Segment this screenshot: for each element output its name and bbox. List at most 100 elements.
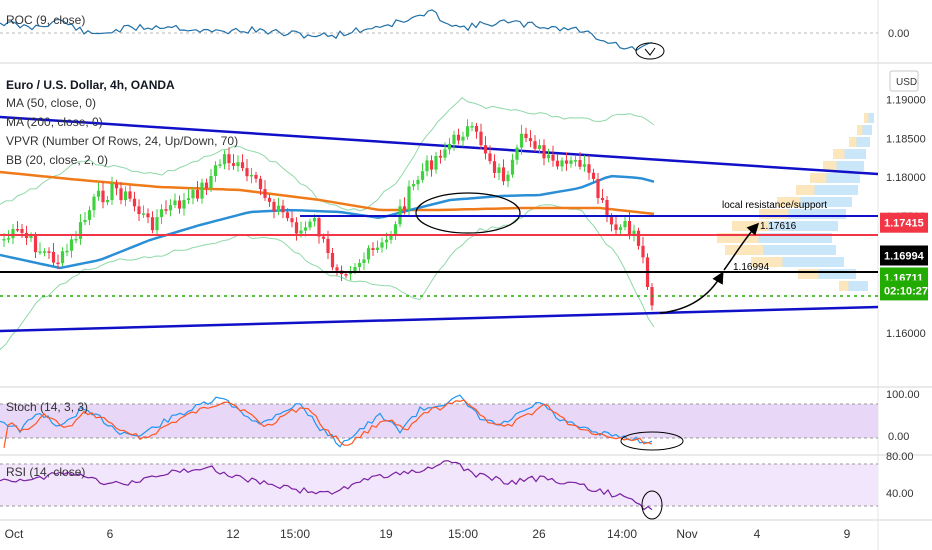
candle-body-99 [447,143,452,150]
x-tick-5: 15:00 [448,527,478,541]
black-level-badge-text: 1.16994 [884,251,925,263]
candle-body-95 [429,160,434,170]
candle-body-1 [6,238,11,240]
indicator-label-0: MA (50, close, 0) [6,96,96,110]
vpvr-bar-down-6 [796,185,815,195]
candle-body-57 [258,178,263,190]
candle-body-36 [164,209,168,211]
candle-body-134 [605,200,609,218]
price-tick-6: 1.16000 [886,328,926,340]
candle-body-46 [209,176,213,188]
candle-body-12 [56,262,60,265]
candle-body-107 [483,145,488,154]
vpvr-bar-up-13 [818,269,856,279]
candle-body-10 [47,251,51,253]
candle-body-121 [546,154,551,159]
candle-body-78 [353,267,357,272]
candle-body-113 [510,159,515,175]
rsi-band [0,464,878,506]
candle-body-118 [533,141,537,149]
vpvr-bar-down-7 [777,197,801,207]
candle-body-91 [411,184,416,187]
candle-body-92 [416,179,420,185]
candle-body-9 [42,251,47,253]
candle-body-33 [150,217,155,231]
candle-body-89 [402,206,407,210]
candle-body-101 [456,134,461,141]
candle-body-55 [249,174,254,177]
candle-body-123 [555,160,560,167]
candle-body-34 [155,217,159,231]
time-axis: Oct 6 12 15:00 19 15:00 26 14:00 Nov 4 9 [5,527,851,541]
price-tick-0: 1.19000 [886,94,926,106]
channel-lower-line [0,305,879,333]
x-tick-8: Nov [676,527,697,541]
candle-body-76 [344,274,348,276]
candle-body-81 [366,248,371,260]
candle-body-51 [231,163,236,166]
x-tick-3: 15:00 [280,527,310,541]
candle-body-65 [294,222,299,234]
candle-body-129 [582,164,587,167]
candle-body-16 [74,238,78,241]
candle-body-125 [564,160,569,164]
vpvr-bar-down-11 [725,245,764,255]
candle-body-44 [200,182,204,199]
candle-body-130 [587,164,591,173]
candle-body-38 [173,200,177,206]
x-tick-0: Oct [5,527,24,541]
candle-body-112 [506,174,510,182]
candle-body-64 [290,218,294,223]
roc-label: ROC (9, close) [6,13,85,27]
roc-circle-annotation [635,42,665,60]
vpvr-bar-up-12 [782,257,844,267]
price-pane: 1.17616 1.16994 local resistance/support… [0,70,928,350]
vpvr-bar-up-11 [763,245,836,255]
candle-body-28 [128,191,132,199]
candle-body-128 [578,160,582,167]
candle-body-132 [596,179,600,198]
candle-body-139 [627,221,632,235]
vpvr-bar-up-4 [836,161,864,171]
candle-body-40 [182,200,186,209]
rsi-pane: RSI (14, close) 80.00 40.00 [0,451,914,520]
candle-body-67 [303,227,308,231]
candle-body-52 [236,162,240,166]
candle-body-98 [443,149,447,158]
x-tick-10: 9 [844,527,851,541]
candle-body-116 [524,133,528,139]
red-level-badge-text: 1.17415 [884,218,924,230]
vpvr-bar-down-13 [798,269,819,279]
stoch-d-line [3,399,653,449]
candle-body-135 [609,217,614,225]
candle-body-69 [312,218,317,222]
candle-body-26 [119,188,123,201]
x-tick-6: 26 [532,527,546,541]
candle-body-80 [362,259,366,263]
rsi-tick-1: 40.00 [886,488,914,500]
rsi-circle-annotation [641,490,663,520]
candlestick-series [2,119,654,311]
stoch-circle-annotation [620,431,684,451]
stoch-tick-0: 100.00 [886,389,920,401]
candle-body-45 [204,182,209,188]
candle-body-22 [101,190,105,203]
candle-body-115 [519,133,524,148]
vpvr-bar-down-0 [864,113,869,123]
vpvr-bar-up-10 [758,233,832,243]
candle-body-72 [326,238,330,253]
x-tick-7: 14:00 [607,527,637,541]
candle-body-136 [614,224,618,230]
candle-body-19 [87,210,92,220]
vpvr-bar-up-14 [848,281,868,291]
candle-body-29 [132,198,137,207]
vpvr-bar-down-10 [717,233,759,243]
candle-body-8 [38,251,42,253]
black-level-badge: 1.16994 [880,245,928,266]
candle-body-109 [492,161,497,173]
currency-button[interactable]: USD [889,70,919,92]
ma-cross-circle-annotation [415,192,521,234]
vpvr-bar-down-3 [833,149,845,159]
candle-body-82 [371,248,375,250]
